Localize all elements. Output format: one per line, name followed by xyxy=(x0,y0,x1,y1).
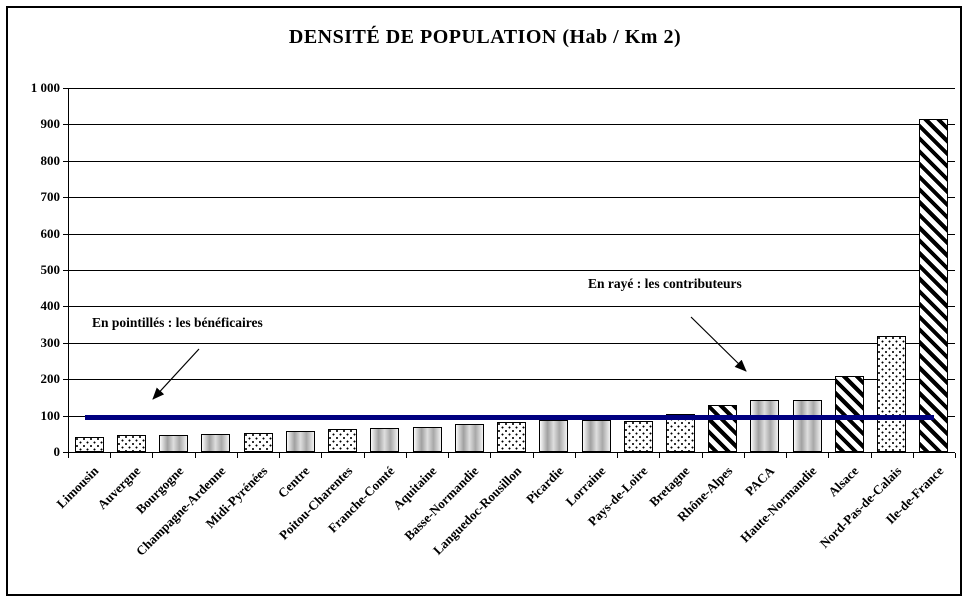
x-axis-tick-5 xyxy=(279,453,281,458)
x-axis-tick-12 xyxy=(574,453,576,458)
y-axis-line xyxy=(68,88,69,453)
gridline-200 xyxy=(68,379,955,381)
y-axis-tick-200 xyxy=(63,379,68,381)
gridline-1000 xyxy=(68,88,955,89)
y-axis-tick-700 xyxy=(63,197,68,199)
gridline-500 xyxy=(68,270,955,271)
bar-picardie xyxy=(539,420,569,452)
y-axis-tick-400 xyxy=(63,306,68,308)
x-axis-tick-1 xyxy=(110,453,112,458)
x-axis-tick-18 xyxy=(828,453,830,458)
average-density-line xyxy=(85,415,934,421)
x-axis-tick-8 xyxy=(405,453,407,458)
x-axis-tick-17 xyxy=(786,453,788,458)
bar-haute-normandie xyxy=(792,399,822,452)
bar-languedoc-rousillon xyxy=(497,422,526,452)
y-axis-label-500: 500 xyxy=(40,262,61,277)
x-axis-tick-0 xyxy=(68,453,69,458)
x-axis-tick-21 xyxy=(955,453,956,458)
bar-ile-de-france xyxy=(919,118,949,452)
bar-franche-comte xyxy=(370,428,400,452)
gridline-600 xyxy=(68,233,955,235)
y-axis-label-800: 800 xyxy=(40,152,61,168)
x-axis-tick-7 xyxy=(363,453,365,458)
gridline-900 xyxy=(68,124,955,126)
x-axis-tick-4 xyxy=(236,453,238,458)
y-axis-label-200: 200 xyxy=(40,371,61,387)
x-axis-tick-20 xyxy=(912,453,914,458)
bar-poitou-charentes xyxy=(328,429,357,452)
y-axis-tick-1000 xyxy=(63,88,68,89)
bar-centre xyxy=(285,430,315,452)
bar-alsace xyxy=(834,375,864,452)
gridline-300 xyxy=(68,342,955,344)
y-axis-tick-500 xyxy=(63,270,68,271)
y-axis-label-700: 700 xyxy=(40,189,61,205)
x-axis-tick-6 xyxy=(321,453,323,458)
gridline-400 xyxy=(68,306,955,308)
y-axis-label-1000: 1 000 xyxy=(30,80,60,95)
annotation-dotted-label: En pointillés : les bénéficaires xyxy=(92,315,263,330)
y-axis-label-300: 300 xyxy=(40,334,61,350)
y-axis-tick-800 xyxy=(63,160,68,162)
x-axis-tick-13 xyxy=(617,453,619,458)
bar-champagne-ardenne xyxy=(201,434,231,452)
x-axis-tick-19 xyxy=(870,453,872,458)
bar-basse-normandie xyxy=(454,423,484,452)
bar-pays-de-loire xyxy=(623,420,653,452)
x-axis-line xyxy=(68,452,955,453)
y-axis-label-100: 100 xyxy=(40,407,61,423)
y-axis-tick-900 xyxy=(63,124,68,126)
bar-limousin xyxy=(74,436,104,452)
x-axis-tick-10 xyxy=(490,453,492,458)
x-axis-tick-15 xyxy=(701,453,703,458)
x-axis-tick-9 xyxy=(448,453,450,458)
y-axis-label-0: 0 xyxy=(53,444,61,459)
y-axis-tick-600 xyxy=(63,233,68,235)
x-axis-tick-14 xyxy=(659,453,661,458)
y-axis-tick-0 xyxy=(63,452,68,453)
bar-lorraine xyxy=(581,420,611,452)
bar-bourgogne xyxy=(159,434,189,452)
x-axis-tick-3 xyxy=(194,453,196,458)
y-axis-tick-100 xyxy=(63,415,68,417)
y-axis-tick-300 xyxy=(63,342,68,344)
bar-auvergne xyxy=(116,434,146,452)
gridline-800 xyxy=(68,160,955,162)
bar-paca xyxy=(750,399,780,452)
chart-title: DENSITÉ DE POPULATION (Hab / Km 2) xyxy=(288,26,682,48)
bar-aquitaine xyxy=(412,427,442,452)
x-axis-tick-11 xyxy=(532,453,534,458)
x-axis-tick-2 xyxy=(152,453,154,458)
bar-bretagne xyxy=(666,413,695,452)
y-axis-label-900: 900 xyxy=(40,116,61,132)
gridline-700 xyxy=(68,197,955,199)
y-axis-label-400: 400 xyxy=(40,298,61,314)
bar-nord-pas-de-calais xyxy=(877,335,907,452)
bar-midi-pyrenees xyxy=(243,432,273,452)
x-axis-tick-16 xyxy=(743,453,745,458)
y-axis-label-600: 600 xyxy=(40,225,61,241)
annotation-striped-label: En rayé : les contributeurs xyxy=(588,276,742,291)
bar-rhone-alpes xyxy=(708,405,738,452)
